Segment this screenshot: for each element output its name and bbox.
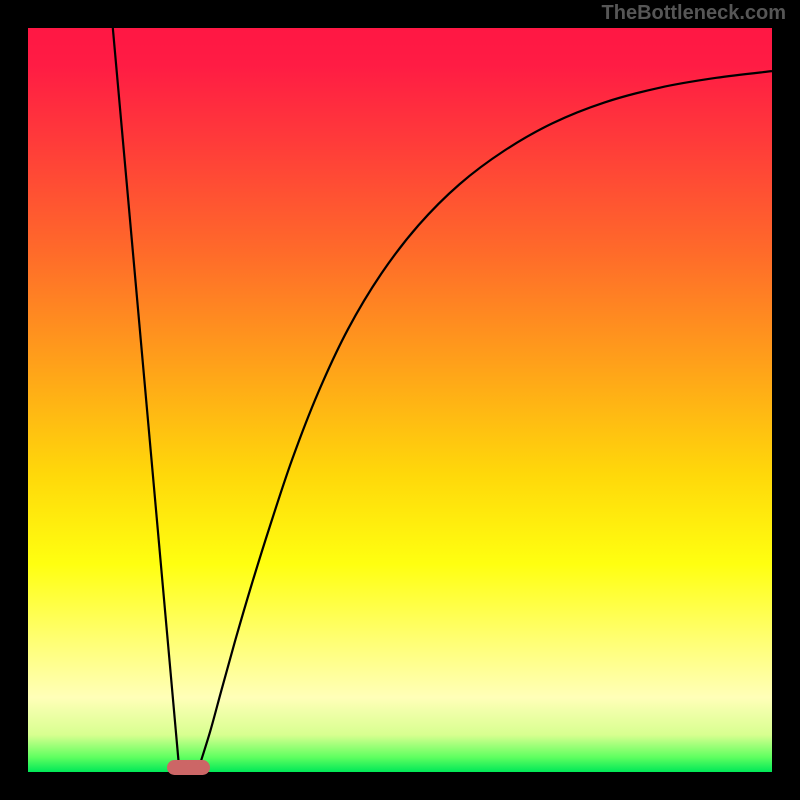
watermark-text: TheBottleneck.com [602, 2, 786, 25]
optimal-marker [167, 760, 210, 775]
chart-plot-area [28, 28, 772, 772]
curve-left-branch [113, 28, 179, 767]
bottleneck-curve [28, 28, 772, 772]
curve-right-branch [199, 71, 772, 767]
